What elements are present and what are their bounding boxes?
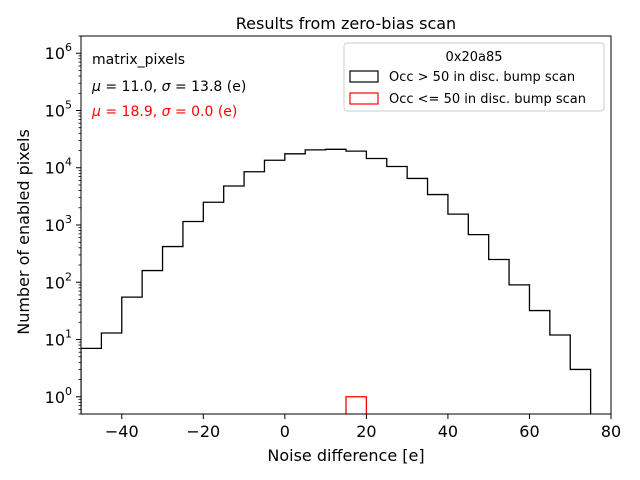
x-tick-label: 60 <box>519 422 539 441</box>
legend-swatch <box>349 92 379 105</box>
annotation-stats: μ = 18.9, σ = 0.0 (e) <box>91 104 237 120</box>
legend-swatch <box>349 70 379 83</box>
x-tick-label: 80 <box>601 422 621 441</box>
y-tick-label: 102 <box>45 270 72 292</box>
series-1 <box>81 148 592 414</box>
legend-entry: Occ > 50 in disc. bump scan <box>389 70 575 85</box>
y-tick-label: 101 <box>45 328 72 350</box>
y-tick-label: 103 <box>45 213 72 235</box>
annotations: matrix_pixels μ = 11.0, σ = 13.8 (e) μ = 1… <box>91 52 246 120</box>
legend: 0x20a85 Occ > 50 in disc. bump scan Occ <=… <box>343 42 605 112</box>
x-tick-label: 0 <box>280 422 290 441</box>
series-step-line <box>345 396 368 414</box>
legend-title: 0x20a85 <box>445 50 502 65</box>
y-tick-label: 104 <box>45 156 72 178</box>
plot-area <box>81 148 592 414</box>
x-tick-label: 20 <box>356 422 376 441</box>
annotation-label: matrix_pixels <box>92 52 185 68</box>
x-axis-label: Noise difference [e] <box>267 446 424 465</box>
x-tick-label: 40 <box>438 422 458 441</box>
annotation-stats: μ = 11.0, σ = 13.8 (e) <box>91 79 246 95</box>
series-step-line <box>81 148 592 414</box>
legend-box <box>343 42 605 112</box>
y-tick-label: 106 <box>45 41 72 63</box>
axes: −40 −20 0 20 40 60 80 100 101 102 103 104 105 106 <box>45 35 621 441</box>
x-tick-label: −40 <box>105 422 139 441</box>
y-axis-label: Number of enabled pixels <box>14 129 33 335</box>
y-tick-label: 105 <box>45 98 72 120</box>
x-tick-label: −20 <box>186 422 220 441</box>
legend-entry: Occ <= 50 in disc. bump scan <box>389 92 586 107</box>
series-2 <box>345 396 368 414</box>
chart-title: Results from zero-bias scan <box>236 14 456 33</box>
y-tick-label: 100 <box>45 385 72 407</box>
